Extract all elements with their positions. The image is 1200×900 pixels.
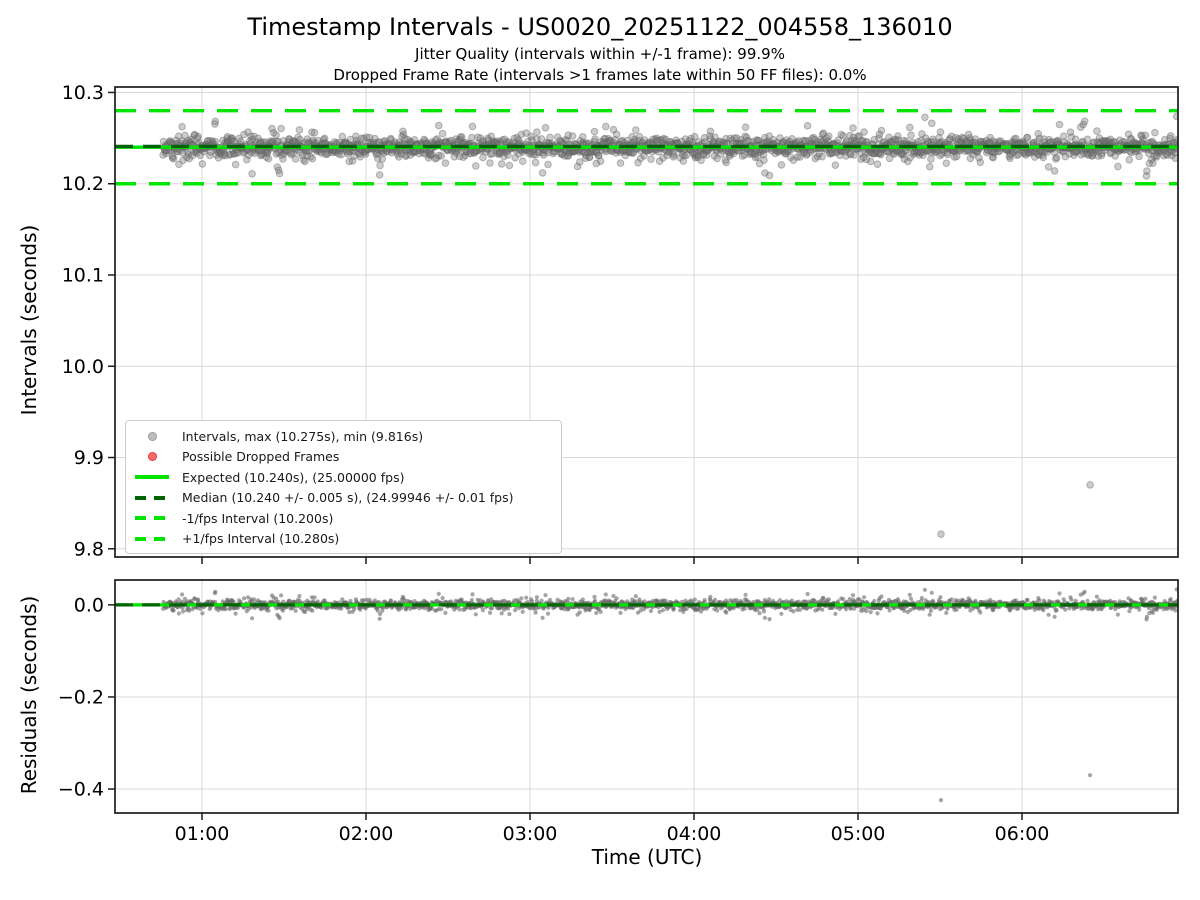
x-axis-label: Time (UTC) <box>591 845 703 869</box>
tick-marks <box>108 91 1023 820</box>
y-tick-label: 9.9 <box>74 447 104 469</box>
y-tick-label: −0.2 <box>58 686 104 708</box>
reference-lines <box>115 109 1178 186</box>
y-tick-label: 0.0 <box>74 594 104 616</box>
y-tick-label: 10.3 <box>62 82 104 104</box>
legend-label: Possible Dropped Frames <box>182 449 340 465</box>
chart-subtitle-dropped-frame-rate: Dropped Frame Rate (intervals >1 frames … <box>333 66 867 84</box>
legend-marker-wrap <box>131 431 173 441</box>
y-tick-label: 10.1 <box>62 265 104 287</box>
legend-dropped-frames-icon <box>147 452 157 462</box>
y-tick-label: 10.0 <box>62 356 104 378</box>
residuals-grid <box>115 580 1178 813</box>
legend-item-dropped-frames: Possible Dropped Frames <box>131 447 553 468</box>
legend-minus-1fps-icon <box>135 516 169 521</box>
legend-intervals-icon <box>147 431 157 441</box>
legend-median-icon <box>135 495 169 500</box>
x-tick-label: 01:00 <box>175 823 230 845</box>
y-tick-label: 10.2 <box>62 173 104 195</box>
legend-label: Intervals, max (10.275s), min (9.816s) <box>182 428 424 444</box>
y-axis-label-residuals: Residuals (seconds) <box>17 595 41 795</box>
legend-item-minus-1fps: -1/fps Interval (10.200s) <box>131 508 553 529</box>
chart-subtitle-jitter-quality: Jitter Quality (intervals within +/-1 fr… <box>415 45 785 63</box>
legend-item-plus-1fps: +1/fps Interval (10.280s) <box>131 529 553 550</box>
intervals-axes-spine <box>114 86 1179 558</box>
residuals-scatter <box>161 587 1178 803</box>
legend-item-median: Median (10.240 +/- 0.005 s), (24.99946 +… <box>131 488 553 509</box>
x-tick-label: 02:00 <box>339 823 394 845</box>
legend-label: +1/fps Interval (10.280s) <box>182 531 340 547</box>
legend-expected-icon <box>135 475 169 480</box>
y-tick-label: −0.4 <box>58 779 104 801</box>
legend-label: Expected (10.240s), (25.00000 fps) <box>182 469 405 485</box>
legend: Intervals, max (10.275s), min (9.816s) Po… <box>125 420 562 554</box>
legend-marker-wrap <box>131 475 173 480</box>
tick-labels: 01:00 02:00 03:00 04:00 05:00 06:00 10.3 10.2 10… <box>58 82 1050 845</box>
x-tick-label: 03:00 <box>503 823 558 845</box>
x-tick-label: 04:00 <box>667 823 722 845</box>
x-tick-label: 06:00 <box>995 823 1050 845</box>
legend-label: -1/fps Interval (10.200s) <box>182 510 334 526</box>
chart-title: Timestamp Intervals - US0020_20251122_00… <box>247 13 953 41</box>
legend-marker-wrap <box>131 495 173 500</box>
y-tick-label: 9.8 <box>74 538 104 560</box>
legend-marker-wrap <box>131 452 173 462</box>
y-axis-label-intervals: Intervals (seconds) <box>17 224 41 416</box>
legend-item-expected: Expected (10.240s), (25.00000 fps) <box>131 467 553 488</box>
legend-marker-wrap <box>131 536 173 541</box>
legend-plus-1fps-icon <box>135 536 169 541</box>
legend-item-intervals: Intervals, max (10.275s), min (9.816s) <box>131 426 553 447</box>
x-tick-label: 05:00 <box>831 823 886 845</box>
legend-marker-wrap <box>131 516 173 521</box>
legend-label: Median (10.240 +/- 0.005 s), (24.99946 +… <box>182 490 514 506</box>
